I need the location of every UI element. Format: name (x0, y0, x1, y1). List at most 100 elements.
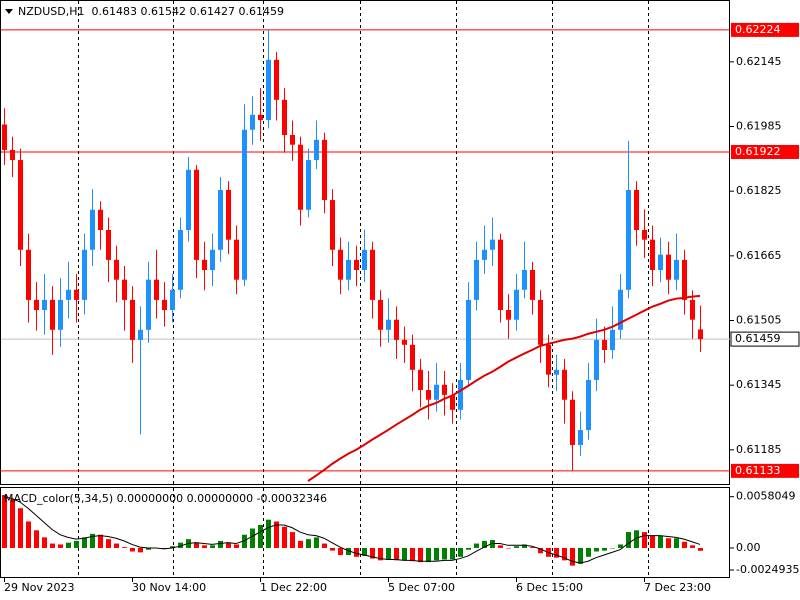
macd-bar (290, 532, 295, 548)
macd-bar (130, 547, 135, 552)
macd-bar (266, 519, 271, 548)
candle-body (26, 249, 31, 300)
macd-bar (450, 547, 455, 560)
macd-bar (298, 540, 303, 548)
y-tick-label: 0.61505 (736, 314, 782, 327)
macd-bar (538, 547, 543, 554)
macd-bar (10, 499, 15, 548)
y-tick-label: -0.0024935 (736, 563, 799, 576)
macd-bar (690, 545, 695, 548)
candle-body (506, 310, 511, 320)
level-label: 0.61133 (735, 464, 781, 477)
candle-body (282, 99, 287, 135)
macd-bar (386, 547, 391, 560)
macd-bar (522, 544, 527, 548)
candle-body (522, 269, 527, 290)
macd-bar (322, 543, 327, 548)
macd-bar (362, 547, 367, 556)
candle-body (386, 319, 391, 330)
macd-bar (258, 524, 263, 548)
macd-bar (194, 542, 199, 548)
macd-bar (210, 545, 215, 548)
macd-bar (378, 547, 383, 561)
macd-bar (554, 547, 559, 558)
y-tick-label: 0.0058049 (736, 490, 796, 503)
candle-body (74, 289, 79, 300)
macd-bar (514, 546, 519, 548)
macd-bar (242, 534, 247, 548)
macd-bar (666, 538, 671, 548)
macd-bar (58, 544, 63, 548)
candle-body (218, 189, 223, 250)
macd-bar (26, 521, 31, 548)
macd-bar (66, 542, 71, 548)
candle-body (530, 269, 535, 300)
y-tick-label: 0.61345 (736, 378, 782, 391)
level-label: 0.61922 (735, 145, 781, 158)
candle-body (210, 249, 215, 270)
macd-pane-border (0, 487, 730, 578)
candle-body (58, 299, 63, 330)
macd-bar (338, 547, 343, 556)
candle-body (546, 344, 551, 375)
x-tick-label: 30 Nov 14:00 (132, 581, 206, 594)
candle-body (186, 169, 191, 230)
level-label-box (731, 144, 799, 159)
candle-body (18, 160, 23, 250)
candle-body (338, 249, 343, 280)
macd-bar (410, 547, 415, 562)
candle-body (538, 299, 543, 345)
candle-body (314, 139, 319, 161)
macd-bar (634, 530, 639, 548)
candle-body (274, 59, 279, 100)
macd-bar (202, 545, 207, 548)
candle-body (330, 200, 335, 250)
macd-bar (226, 542, 231, 548)
x-tick-label: 5 Dec 07:00 (388, 581, 455, 594)
candle-body (106, 229, 111, 260)
macd-bar (578, 547, 583, 564)
candle-body (482, 249, 487, 260)
macd-bar (586, 547, 591, 557)
candle-body (362, 249, 367, 270)
candle-body (114, 259, 119, 280)
candle-body (138, 329, 143, 340)
macd-bar (474, 543, 479, 548)
bid-label: 0.61459 (735, 332, 781, 345)
candle-body (258, 114, 263, 121)
macd-bar (602, 547, 607, 551)
candle-body (554, 369, 559, 375)
candle-body (434, 384, 439, 400)
macd-bar (506, 547, 511, 549)
candle-body (642, 229, 647, 240)
candle-body (322, 139, 327, 201)
level-label-box (731, 463, 799, 478)
macd-bar (90, 533, 95, 548)
macd-bar (146, 547, 151, 550)
macd-bar (330, 547, 335, 551)
candle-body (610, 329, 615, 351)
macd-bar (426, 547, 431, 563)
candle-body (146, 279, 151, 330)
candle-body (498, 239, 503, 311)
candle-body (202, 259, 207, 270)
macd-bar (650, 535, 655, 548)
macd-bar (106, 539, 111, 548)
menu-triangle[interactable] (5, 9, 13, 14)
x-tick-label: 7 Dec 23:00 (644, 581, 711, 594)
macd-bar (274, 521, 279, 548)
candle-body (354, 259, 359, 270)
candle-body (298, 144, 303, 210)
macd-bar (138, 547, 143, 553)
macd-bar (314, 537, 319, 548)
macd-bar (682, 541, 687, 548)
x-tick-label: 29 Nov 2023 (4, 581, 74, 594)
indicator-title: MACD_color(5,34,5) 0.00000000 0.00000000… (4, 492, 327, 505)
macd-bar (626, 532, 631, 548)
candle-body (594, 339, 599, 380)
candle-body (426, 390, 431, 400)
macd-bar (698, 547, 703, 551)
y-tick-label: 0.61665 (736, 249, 782, 262)
